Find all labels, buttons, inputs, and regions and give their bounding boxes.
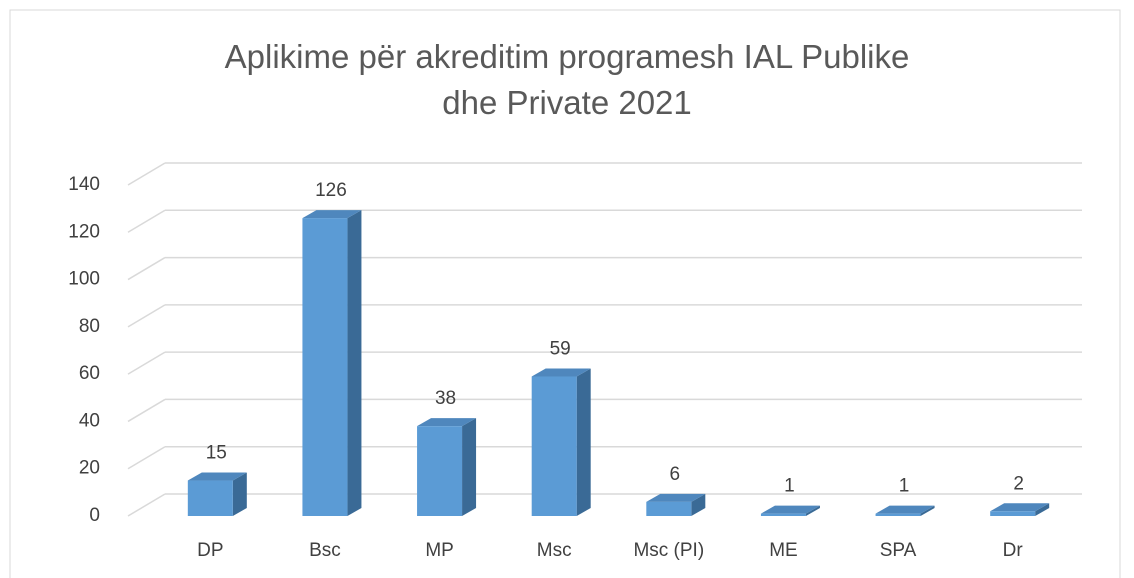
bar-side [920, 505, 935, 516]
data-label: 1 [899, 476, 910, 497]
bar [646, 501, 692, 516]
y-tick-label: 100 [68, 269, 100, 290]
bar [760, 513, 806, 516]
x-tick-label: Msc (PI) [633, 540, 704, 561]
bar-top [760, 505, 820, 514]
bar [302, 218, 348, 516]
bar [531, 376, 577, 516]
data-label: 126 [315, 180, 347, 201]
y-tick-label: 20 [79, 458, 100, 479]
data-label: 59 [550, 339, 571, 360]
grid-line-side [127, 209, 166, 233]
y-tick-label: 120 [68, 221, 100, 242]
bar [187, 480, 233, 516]
bar-side [805, 505, 820, 516]
y-tick-label: 60 [79, 363, 100, 384]
data-label: 38 [435, 388, 456, 409]
x-tick-label: Msc [537, 540, 572, 561]
bar-top [875, 505, 935, 514]
bar-side [1035, 503, 1050, 516]
bar-top [531, 368, 591, 377]
bar [417, 426, 463, 516]
y-tick-label: 0 [89, 505, 100, 526]
bar-side [232, 472, 247, 516]
grid-line-side [127, 256, 166, 281]
bar [990, 511, 1036, 516]
bar-side [347, 210, 362, 516]
grid-line-side [127, 351, 166, 375]
chart-border [9, 9, 1121, 578]
grid-line-side [127, 304, 166, 328]
y-tick-label: 140 [68, 174, 100, 195]
bar-top [302, 210, 362, 219]
bar-side [691, 493, 706, 516]
bar-side [576, 368, 591, 516]
x-tick-label: Bsc [309, 540, 341, 561]
data-label: 2 [1013, 473, 1024, 494]
data-label: 15 [206, 443, 227, 464]
y-tick-label: 80 [79, 316, 100, 337]
x-tick-label: MP [425, 540, 454, 561]
x-tick-label: SPA [880, 540, 917, 561]
grid-line-side [127, 446, 166, 470]
bar-top [646, 493, 706, 502]
bar-top [187, 472, 247, 481]
bar-top [990, 503, 1050, 512]
x-tick-label: DP [197, 540, 223, 561]
bar [875, 513, 921, 516]
x-tick-label: Dr [1003, 540, 1024, 561]
bar-side [462, 418, 477, 516]
x-tick-label: ME [769, 540, 798, 561]
y-tick-label: 40 [79, 410, 100, 431]
grid-line-side [127, 398, 166, 423]
bar-top [417, 418, 477, 427]
chart-title: Aplikime për akreditim programesh IAL Pu… [224, 38, 910, 121]
data-label: 6 [670, 464, 681, 485]
grid-line-side [127, 493, 166, 517]
data-label: 1 [784, 476, 795, 497]
grid-line-side [127, 162, 166, 186]
